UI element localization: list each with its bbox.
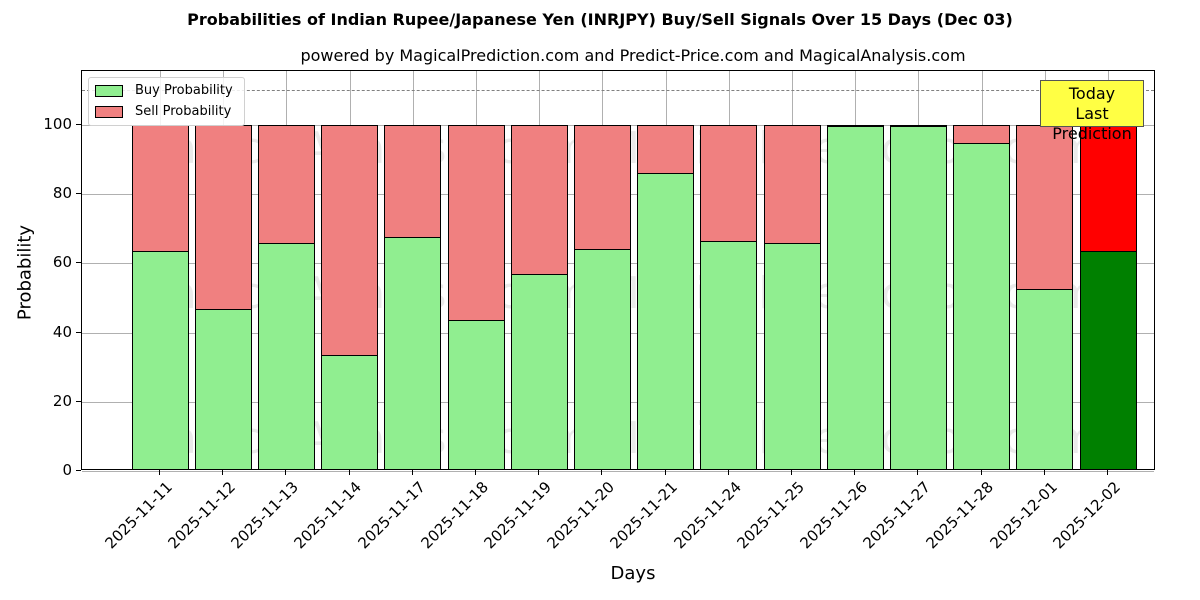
x-tick-label: 2025-11-17 [354, 478, 429, 553]
sell-bar [384, 125, 442, 239]
chart-title: Probabilities of Indian Rupee/Japanese Y… [187, 10, 1013, 29]
x-tick-mark [285, 470, 287, 475]
buy-bar [194, 309, 252, 470]
buy-bar [131, 250, 189, 470]
sell-bar [826, 125, 884, 127]
sell-bar [953, 125, 1011, 144]
buy-bar [384, 237, 442, 470]
x-tick-mark [1107, 470, 1108, 475]
x-tick-mark [1043, 470, 1045, 475]
x-tick-label: 2025-12-02 [1049, 478, 1124, 553]
sell-bar [257, 125, 315, 244]
sell-bar [889, 125, 947, 127]
x-tick-mark [917, 470, 919, 475]
sell-bar [637, 125, 695, 175]
x-tick-label: 2025-11-26 [796, 478, 871, 553]
sell-bar [700, 125, 758, 242]
legend-item-sell: Sell Probability [95, 104, 231, 119]
x-tick-mark [411, 470, 413, 475]
legend: Buy Probability Sell Probability [88, 77, 245, 126]
annotation-line1: Today [1068, 84, 1116, 103]
legend-buy-label: Buy Probability [135, 83, 233, 98]
x-tick-label: 2025-11-21 [606, 478, 682, 553]
grid-line-h [82, 471, 1154, 472]
buy-bar [321, 355, 379, 470]
plot-area: MagicalAnalysis.comMagicalPrediction.com… [81, 70, 1155, 472]
sell-bar [1079, 125, 1137, 252]
x-tick-label: 2025-11-27 [859, 478, 935, 553]
x-tick-label: 2025-11-24 [670, 478, 745, 553]
x-tick-mark [475, 470, 476, 475]
chart-subtitle: powered by MagicalPrediction.com and Pre… [300, 46, 966, 65]
buy-bar [826, 125, 884, 470]
reference-line [82, 90, 1154, 92]
x-tick-mark [348, 470, 350, 475]
x-axis-label: Days [610, 563, 656, 584]
x-tick-mark [791, 470, 792, 475]
y-tick-mark [76, 470, 81, 471]
y-tick-label: 40 [52, 322, 72, 341]
sell-bar [321, 125, 379, 357]
buy-bar [257, 242, 315, 470]
buy-bar [763, 242, 821, 470]
buy-bar [1079, 250, 1137, 470]
y-axis-label: Probability [14, 224, 36, 321]
sell-bar [1016, 125, 1074, 290]
x-tick-mark [222, 470, 224, 475]
buy-bar [953, 142, 1011, 470]
today-annotation: Today Last Prediction [1040, 80, 1144, 143]
x-tick-label: 2025-11-20 [543, 478, 619, 553]
legend-sell-label: Sell Probability [135, 104, 232, 119]
buy-bar [573, 248, 631, 470]
sell-bar [510, 125, 568, 276]
annotation-line2: Last Prediction [1052, 104, 1132, 143]
y-tick-label: 60 [52, 253, 72, 272]
x-tick-label: 2025-11-11 [101, 478, 176, 553]
x-tick-mark [538, 470, 540, 475]
buy-bar [637, 173, 695, 470]
x-tick-mark [854, 470, 856, 475]
buy-bar [510, 274, 568, 470]
x-tick-label: 2025-11-28 [922, 478, 998, 553]
y-tick-mark [76, 331, 81, 333]
y-tick-mark [76, 262, 81, 264]
y-tick-mark [76, 400, 81, 402]
x-tick-label: 2025-11-18 [417, 478, 492, 553]
y-tick-label: 0 [62, 461, 72, 479]
buy-swatch-icon [95, 84, 123, 97]
x-tick-mark [601, 470, 603, 475]
x-tick-mark [664, 470, 666, 475]
sell-bar [131, 125, 189, 252]
x-tick-label: 2025-12-01 [986, 478, 1061, 553]
buy-bar [889, 125, 947, 470]
sell-bar [573, 125, 631, 250]
sell-bar [763, 125, 821, 244]
x-tick-label: 2025-11-12 [164, 478, 239, 553]
y-tick-label: 80 [52, 184, 72, 203]
buy-bar [447, 320, 505, 470]
sell-bar [447, 125, 505, 322]
buy-bar [1016, 289, 1074, 470]
y-tick-label: 20 [52, 391, 72, 410]
x-tick-mark [727, 470, 729, 475]
x-tick-label: 2025-11-19 [480, 478, 555, 553]
legend-item-buy: Buy Probability [95, 83, 233, 98]
sell-bar [194, 125, 252, 311]
y-tick-mark [76, 193, 81, 195]
x-tick-mark [980, 470, 982, 475]
x-tick-label: 2025-11-13 [227, 478, 303, 553]
y-tick-mark [76, 124, 81, 125]
y-tick-label: 100 [43, 115, 72, 133]
x-tick-mark [159, 470, 160, 475]
x-tick-label: 2025-11-25 [733, 478, 808, 553]
x-tick-label: 2025-11-14 [290, 478, 366, 553]
buy-bar [700, 240, 758, 470]
sell-swatch-icon [95, 105, 123, 118]
